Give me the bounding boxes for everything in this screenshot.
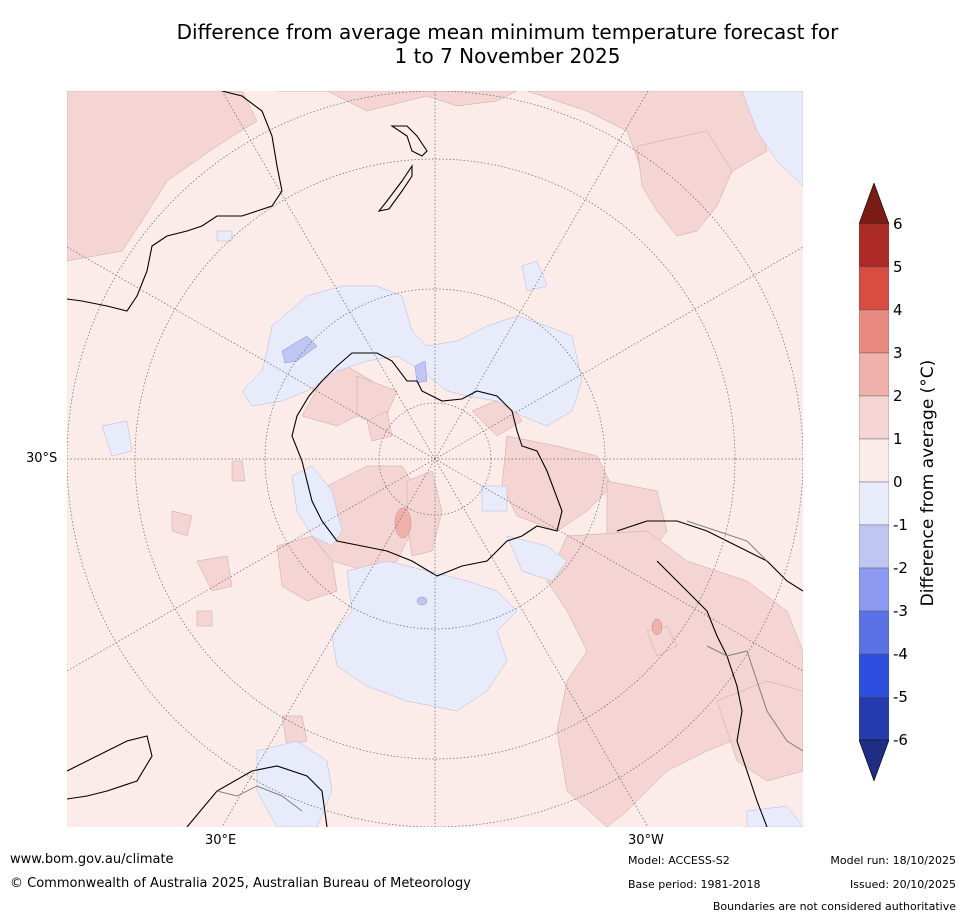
map-panel	[67, 91, 803, 827]
colorbar-tick-label: 1	[893, 430, 903, 448]
colorbar-tick-label: -6	[893, 731, 908, 749]
colorbar-bin	[858, 223, 890, 268]
model-name: Model: ACCESS-S2	[628, 854, 730, 867]
south-america-coastline	[616, 520, 803, 827]
polar-map	[67, 91, 803, 827]
colorbar-tick-label: 5	[893, 258, 903, 276]
colorbar-tick-label: 6	[893, 215, 903, 233]
graticule	[67, 91, 803, 827]
colorbar-tick-label: -4	[893, 645, 908, 663]
colorbar-bin	[858, 266, 890, 311]
colorbar-bin	[858, 352, 890, 397]
colorbar-bin	[858, 309, 890, 354]
issued-date: Issued: 20/10/2025	[849, 878, 956, 891]
colorbar-bin	[858, 610, 890, 655]
colorbar-tick-label: 3	[893, 344, 903, 362]
colorbar-bin	[858, 524, 890, 569]
australia-coastline	[67, 91, 283, 312]
lon-label-30w: 30°W	[628, 833, 664, 848]
title-line-1: Difference from average mean minimum tem…	[176, 20, 839, 44]
colorbar-over-arrow	[858, 182, 890, 225]
colorbar-tick-label: -5	[893, 688, 908, 706]
country-boundaries	[216, 520, 803, 812]
lon-label-30e: 30°E	[205, 833, 237, 848]
colorbar-label: Difference from average (°C)	[918, 359, 938, 607]
colorbar-tick-label: -3	[893, 602, 908, 620]
anomaly-2-to-3-regions	[394, 507, 663, 636]
colorbar-tick-label: 2	[893, 387, 903, 405]
title-line-2: 1 to 7 November 2025	[394, 44, 621, 68]
colorbar-tick-label: 0	[893, 473, 903, 491]
colorbar-bin	[858, 481, 890, 526]
boundary-disclaimer: Boundaries are not considered authoritat…	[712, 900, 956, 913]
colorbar-tick-label: 4	[893, 301, 903, 319]
model-run: Model run: 18/10/2025	[830, 854, 956, 867]
new-zealand-coastline	[377, 125, 428, 212]
copyright-text: © Commonwealth of Australia 2025, Austra…	[10, 876, 471, 891]
base-period: Base period: 1981-2018	[628, 878, 761, 891]
colorbar-tick-label: -1	[893, 516, 908, 534]
map-title: Difference from average mean minimum tem…	[60, 20, 955, 68]
antarctica-coastline	[291, 352, 563, 577]
anomaly-1-to-2-regions	[67, 91, 803, 827]
colorbar	[858, 182, 890, 782]
colorbar-tick-label: -2	[893, 559, 908, 577]
colorbar-under-arrow	[858, 739, 890, 782]
anomaly-neg1-to-0-regions	[101, 91, 803, 827]
colorbar-bin	[858, 438, 890, 483]
colorbar-bin	[858, 395, 890, 440]
lat-label-30s: 30°S	[26, 451, 58, 466]
anomaly-neg2-to-neg1-regions	[281, 335, 428, 606]
website-link[interactable]: www.bom.gov.au/climate	[10, 852, 174, 867]
colorbar-bin	[858, 653, 890, 698]
colorbar-svg	[858, 182, 890, 782]
colorbar-bin	[858, 696, 890, 741]
colorbar-bin	[858, 567, 890, 612]
